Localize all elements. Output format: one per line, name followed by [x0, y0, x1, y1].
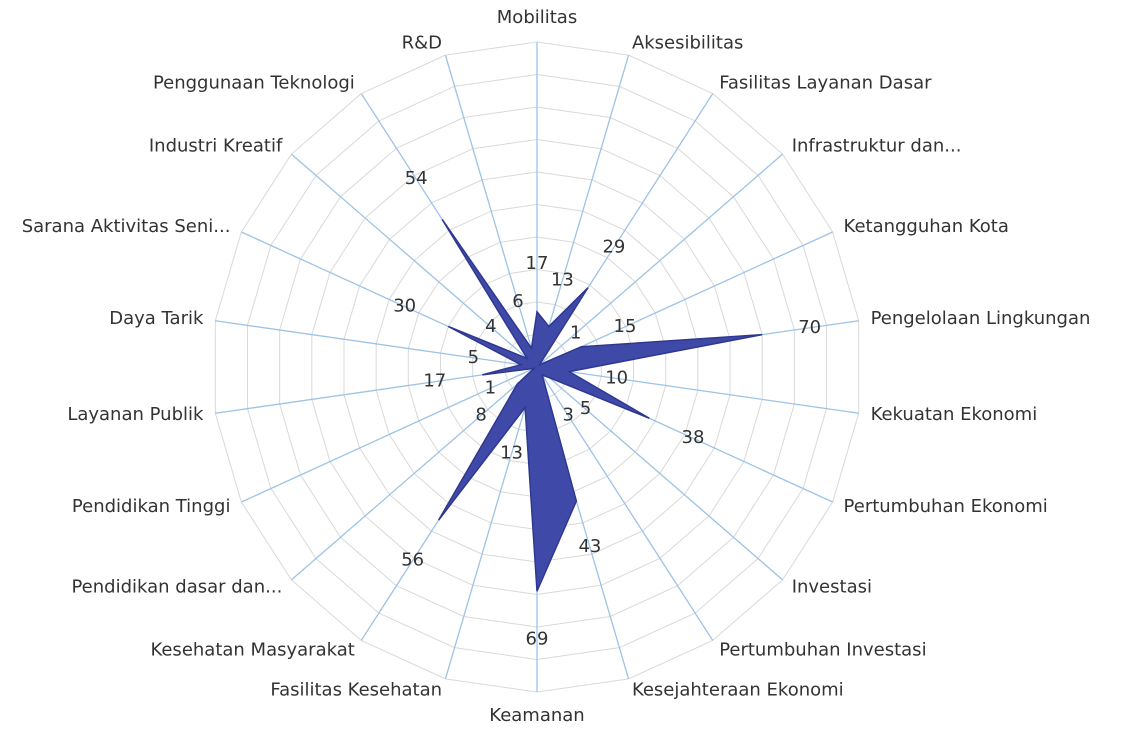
data-label: 15 — [614, 316, 637, 337]
data-label: 54 — [405, 168, 428, 189]
spoke — [444, 366, 538, 680]
category-label: Kesehatan Masyarakat — [150, 640, 354, 661]
category-label: Keamanan — [489, 705, 584, 726]
data-label: 5 — [580, 398, 591, 419]
category-label: Kesejahteraan Ekonomi — [632, 679, 844, 700]
data-label: 17 — [526, 253, 549, 274]
data-area — [437, 218, 763, 592]
data-label: 70 — [798, 317, 821, 338]
category-label: Ketangguhan Kota — [844, 216, 1009, 237]
data-label: 56 — [401, 549, 424, 570]
data-label: 3 — [562, 405, 573, 426]
data-label: 43 — [578, 536, 601, 557]
category-label: Daya Tarik — [109, 308, 204, 329]
spoke — [536, 366, 859, 414]
category-label: Pendidikan dasar dan... — [71, 577, 282, 598]
category-label: Kekuatan Ekonomi — [871, 404, 1038, 425]
data-label: 10 — [605, 367, 628, 388]
category-label: Fasilitas Layanan Dasar — [719, 72, 932, 93]
data-label: 69 — [526, 628, 549, 649]
data-label: 13 — [500, 443, 523, 464]
spoke — [536, 366, 714, 641]
spoke — [536, 153, 784, 368]
data-label: 38 — [682, 427, 705, 448]
category-label: Pengelolaan Lingkungan — [871, 308, 1091, 329]
data-label: 6 — [512, 291, 523, 312]
data-label: 1 — [570, 322, 581, 343]
spoke — [290, 366, 538, 581]
category-label: Investasi — [792, 577, 872, 598]
spoke — [536, 54, 630, 368]
spoke — [536, 231, 833, 368]
category-label: Penggunaan Teknologi — [153, 72, 355, 93]
category-label: R&D — [402, 33, 442, 54]
spoke — [241, 366, 538, 503]
data-label: 1 — [485, 377, 496, 398]
data-label: 17 — [423, 371, 446, 392]
category-label: Infrastruktur dan... — [792, 135, 962, 156]
data-label: 8 — [475, 404, 486, 425]
data-label: 4 — [485, 316, 496, 337]
category-label: Layanan Publik — [67, 404, 204, 425]
category-label: Aksesibilitas — [632, 33, 743, 54]
category-label: Pertumbuhan Ekonomi — [844, 496, 1048, 517]
category-label: Mobilitas — [497, 7, 577, 28]
spoke — [536, 366, 784, 581]
data-label: 13 — [551, 269, 574, 290]
category-label: Pertumbuhan Investasi — [719, 640, 926, 661]
data-label: 30 — [393, 296, 416, 317]
spoke — [290, 153, 538, 368]
data-label: 29 — [602, 236, 625, 257]
category-label: Sarana Aktivitas Seni... — [22, 216, 231, 237]
category-label: Industri Kreatif — [149, 135, 283, 156]
spoke — [444, 54, 538, 368]
data-label: 5 — [468, 347, 479, 368]
spoke — [215, 320, 538, 368]
category-label: Pendidikan Tinggi — [72, 496, 231, 517]
category-label: Fasilitas Kesehatan — [270, 679, 442, 700]
